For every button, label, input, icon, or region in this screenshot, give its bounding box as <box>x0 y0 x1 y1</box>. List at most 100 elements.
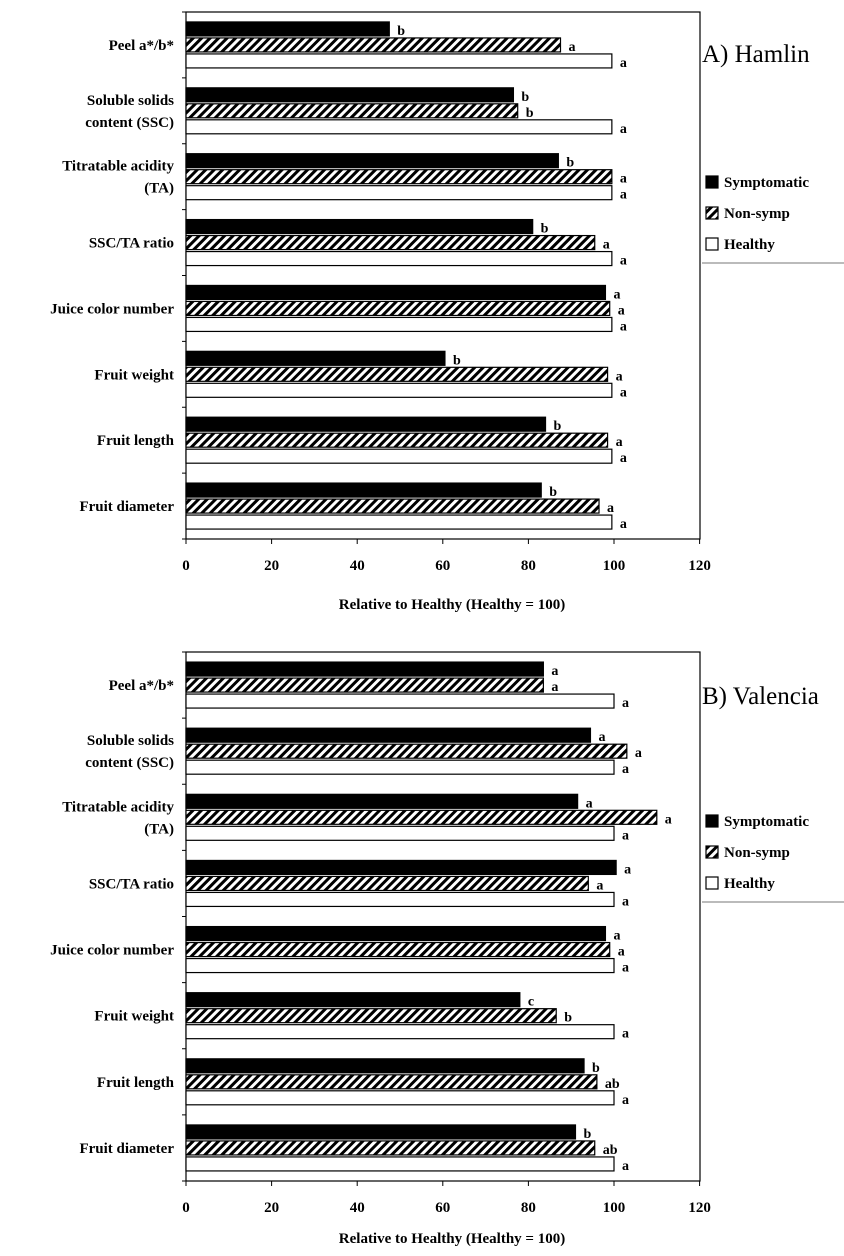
bar-healthy-5 <box>185 957 615 974</box>
significance-label: a <box>620 451 627 466</box>
bar-symptomatic-4 <box>185 218 534 235</box>
bar-non-symp-5 <box>185 941 611 958</box>
legend-label: Symptomatic <box>724 175 809 191</box>
legend-swatch <box>705 876 719 890</box>
significance-label: a <box>624 862 631 877</box>
significance-label: a <box>598 730 605 745</box>
significance-label: b <box>453 353 461 368</box>
category-label: Soluble solids <box>87 733 174 749</box>
bar-healthy-4 <box>185 250 613 267</box>
significance-label: a <box>622 1027 629 1042</box>
x-tick-label: 20 <box>264 1200 279 1216</box>
bar-symptomatic-3 <box>185 153 559 169</box>
panel-title: A) Hamlin <box>702 41 810 68</box>
category-label: SSC/TA ratio <box>89 876 174 892</box>
significance-label: b <box>397 24 405 39</box>
x-tick-label: 100 <box>603 558 626 574</box>
significance-label: a <box>622 762 629 777</box>
bar-non-symp-7 <box>185 432 609 448</box>
bar-healthy-7 <box>185 1090 615 1106</box>
significance-label: a <box>620 517 627 532</box>
significance-label: a <box>622 828 629 843</box>
category-label: (TA) <box>144 181 174 197</box>
x-axis-label: Relative to Healthy (Healthy = 100) <box>339 1231 565 1247</box>
significance-label: a <box>618 303 625 318</box>
bar-healthy-7 <box>185 448 613 464</box>
bar-non-symp-1 <box>185 37 562 53</box>
significance-label: a <box>613 929 620 944</box>
bar-symptomatic-5 <box>185 925 607 942</box>
bar-symptomatic-7 <box>185 1058 585 1074</box>
category-label: Juice color number <box>50 301 174 317</box>
bar-non-symp-6 <box>185 1008 557 1024</box>
significance-label: b <box>526 106 534 121</box>
significance-label: a <box>603 238 610 253</box>
category-label: Titratable acidity <box>62 799 174 815</box>
significance-label: a <box>622 696 629 711</box>
significance-label: ab <box>603 1143 618 1158</box>
bar-healthy-2 <box>185 119 613 135</box>
bar-symptomatic-5 <box>185 284 607 301</box>
bar-healthy-6 <box>185 382 613 398</box>
bar-non-symp-8 <box>185 498 600 514</box>
bar-symptomatic-6 <box>185 350 446 366</box>
significance-label: b <box>521 90 529 105</box>
category-label: Peel a*/b* <box>109 38 174 54</box>
category-label: SSC/TA ratio <box>89 236 174 252</box>
x-tick-label: 120 <box>688 558 711 574</box>
legend-swatch <box>705 845 719 859</box>
legend-label: Healthy <box>724 237 775 253</box>
legend-label: Healthy <box>724 876 775 892</box>
bar-symptomatic-3 <box>185 793 579 809</box>
category-label: content (SSC) <box>85 115 174 131</box>
bar-non-symp-3 <box>185 809 658 825</box>
legend-label: Symptomatic <box>724 814 809 830</box>
significance-label: a <box>620 188 627 203</box>
bar-symptomatic-4 <box>185 859 617 876</box>
bar-healthy-6 <box>185 1024 615 1040</box>
significance-label: a <box>618 945 625 960</box>
category-label: Fruit length <box>97 433 175 449</box>
x-tick-label: 80 <box>521 558 536 574</box>
bar-non-symp-2 <box>185 743 628 759</box>
significance-label: c <box>528 995 534 1010</box>
significance-label: b <box>566 156 574 171</box>
significance-label: b <box>549 485 557 500</box>
significance-label: ab <box>605 1077 620 1092</box>
x-tick-label: 120 <box>688 1200 711 1216</box>
panel-title: B) Valencia <box>702 683 819 710</box>
bar-healthy-1 <box>185 693 615 709</box>
category-label: (TA) <box>144 821 174 837</box>
bar-symptomatic-2 <box>185 87 515 103</box>
category-label: Fruit diameter <box>79 499 174 515</box>
bar-non-symp-5 <box>185 300 611 317</box>
bar-non-symp-4 <box>185 875 589 892</box>
x-tick-label: 20 <box>264 558 279 574</box>
x-tick-label: 0 <box>182 1200 190 1216</box>
significance-label: a <box>620 319 627 334</box>
x-tick-label: 40 <box>350 558 365 574</box>
significance-label: b <box>554 419 562 434</box>
significance-label: a <box>551 680 558 695</box>
significance-label: a <box>569 40 576 55</box>
category-label: Peel a*/b* <box>109 678 174 694</box>
bar-symptomatic-6 <box>185 992 521 1008</box>
significance-label: a <box>620 254 627 269</box>
significance-label: a <box>622 894 629 909</box>
significance-label: a <box>616 369 623 384</box>
x-tick-label: 40 <box>350 1200 365 1216</box>
significance-label: a <box>622 1159 629 1174</box>
category-label: content (SSC) <box>85 755 174 771</box>
category-label: Juice color number <box>50 943 174 959</box>
bar-healthy-8 <box>185 514 613 530</box>
significance-label: b <box>592 1061 600 1076</box>
significance-label: a <box>620 385 627 400</box>
legend-swatch <box>705 206 719 220</box>
legend-swatch <box>705 237 719 251</box>
legend-swatch <box>705 175 719 189</box>
bar-healthy-3 <box>185 185 613 201</box>
bar-healthy-8 <box>185 1156 615 1172</box>
bar-non-symp-2 <box>185 103 519 119</box>
